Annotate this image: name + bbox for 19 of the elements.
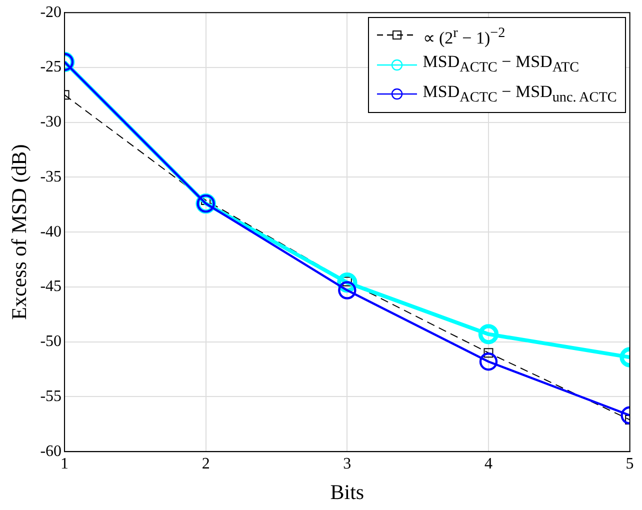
y-tick-label: -25 (40, 58, 62, 76)
y-tick-label: -55 (40, 388, 62, 405)
y-tick-label: -45 (40, 278, 62, 296)
x-tick-label: 3 (343, 455, 352, 472)
y-axis-title: Excess of MSD (dB) (7, 144, 32, 320)
y-tick-label: -40 (40, 223, 62, 240)
x-axis-title: Bits (330, 480, 364, 504)
x-tick-label: 2 (202, 455, 210, 472)
y-tick-label: -20 (40, 4, 62, 21)
legend-label: MSD$_{ACTC}$ − MSD$_{ATC}$ (422, 51, 580, 78)
x-tick-label: 4 (484, 455, 492, 472)
legend-label: ∝ (2$^{r}$ − 1)$^{−2}$ (422, 24, 506, 50)
y-tick-label: -35 (40, 168, 62, 186)
y-tick-label: -30 (40, 114, 62, 131)
x-tick-label: 5 (626, 455, 634, 472)
x-tick-label: 1 (60, 455, 69, 472)
y-tick-label: -60 (40, 442, 62, 460)
y-tick-label: -50 (40, 333, 62, 350)
legend-label: MSD$_{ACTC}$ − MSD$_{unc. ACTC}$ (422, 80, 617, 108)
